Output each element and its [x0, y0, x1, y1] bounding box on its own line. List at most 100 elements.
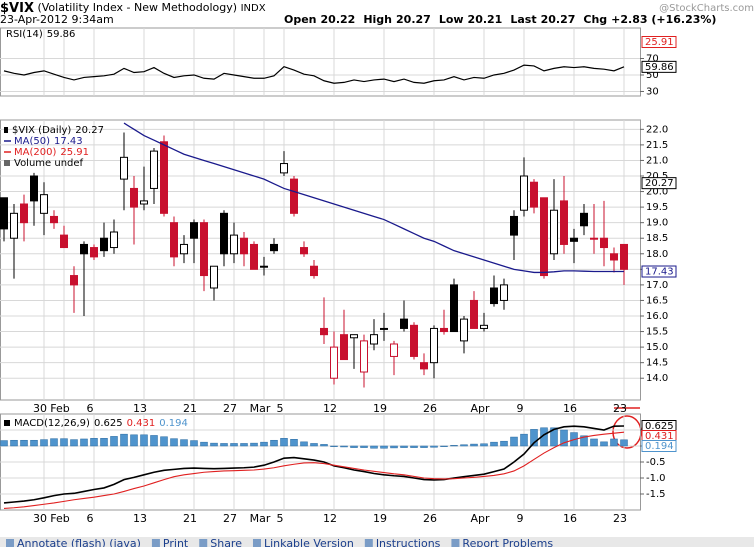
- candle-body: [530, 181, 538, 208]
- toolbar-icon: [151, 539, 160, 547]
- plot: [0, 122, 628, 388]
- histogram-bar: [30, 439, 38, 447]
- candle-body: [460, 318, 468, 342]
- legend-entry: RSI(14) 59.86: [6, 29, 75, 40]
- toolbar-bg: [0, 537, 754, 547]
- histogram-bar: [210, 442, 218, 447]
- y-tick-label: -0.5: [646, 457, 666, 468]
- histogram-bar: [390, 445, 398, 449]
- candle-body: [300, 247, 308, 255]
- histogram-bar: [0, 440, 8, 447]
- value-box-label: 25.91: [645, 37, 674, 48]
- candle-body: [190, 222, 198, 239]
- value-box: [641, 440, 677, 452]
- histogram-bar: [280, 438, 288, 447]
- candle-body: [570, 237, 578, 242]
- candle-body: [360, 340, 368, 373]
- candle-body: [220, 212, 228, 255]
- legend-text: 0.194: [159, 418, 188, 429]
- quote: Open 20.22 High 20.27 Low 20.21 Last 20.27 Chg +2…: [284, 13, 716, 26]
- histogram-bar: [170, 438, 178, 447]
- histogram-bar: [430, 445, 438, 448]
- toolbar-link[interactable]: Instructions: [376, 537, 441, 547]
- x-tick-label: 21: [183, 402, 197, 415]
- toolbar-link[interactable]: Linkable Version: [264, 537, 354, 547]
- histogram-bar: [470, 443, 478, 447]
- panel-frame: [0, 119, 641, 401]
- legend-text: MA(50): [14, 136, 50, 147]
- quote-value: 20.27: [541, 13, 576, 26]
- candle-body: [200, 222, 208, 277]
- series-line: [123, 122, 624, 274]
- histogram-bar: [50, 438, 58, 447]
- histogram-bar: [600, 441, 608, 447]
- candle-body: [40, 194, 48, 214]
- legend-text: RSI(14): [6, 29, 43, 40]
- x-tick-label: Mar: [250, 402, 271, 415]
- x-tick-label: 30: [33, 402, 47, 415]
- candle-body: [600, 237, 608, 249]
- candle-body: [370, 334, 378, 345]
- candle-body: [590, 237, 598, 240]
- x-tick-label: 23: [613, 402, 627, 415]
- histogram-bar: [480, 443, 488, 447]
- candle-body: [470, 299, 478, 329]
- legend-swatch: [4, 160, 10, 166]
- histogram-bar: [150, 435, 158, 447]
- candle-body: [390, 343, 398, 357]
- quote-label: Last: [510, 13, 536, 26]
- legend-text: 25.91: [60, 147, 89, 158]
- value-box: [641, 60, 677, 73]
- histogram-bar: [140, 434, 148, 447]
- histogram-bar: [420, 445, 428, 448]
- legend-entry: MA(200) 25.91: [14, 147, 89, 158]
- value-box-label: 0.625: [645, 421, 674, 432]
- histogram-bar: [330, 445, 338, 447]
- x-tick-label: 12: [323, 402, 337, 415]
- histogram-bar: [370, 445, 378, 449]
- x-tick-label: Mar: [250, 512, 271, 525]
- histogram-bar: [360, 445, 368, 448]
- candle-body: [0, 197, 8, 230]
- y-tick-label: 20.0: [646, 187, 668, 198]
- candle-body: [240, 237, 248, 255]
- x-tick-label: 26: [423, 512, 437, 525]
- histogram-bar: [300, 441, 308, 447]
- toolbar-link[interactable]: Report Problems: [462, 537, 553, 547]
- quote-value: 20.21: [468, 13, 503, 26]
- y-tick-label: 19.0: [646, 218, 668, 229]
- toolbar-link[interactable]: Share: [210, 537, 242, 547]
- value-box: [641, 36, 677, 48]
- value-box-label: 17.43: [645, 267, 674, 278]
- y-tick-label: 16.0: [646, 311, 668, 322]
- histogram-bar: [450, 445, 458, 447]
- candle-body: [330, 346, 338, 379]
- histogram-bar: [520, 433, 528, 447]
- toolbar-link[interactable]: Annotate (flash) (java): [17, 537, 141, 547]
- y-tick-label: 19.5: [646, 202, 668, 213]
- y-tick-label: -1.0: [646, 473, 666, 484]
- x-tick-label: 5: [277, 512, 284, 525]
- candle-body: [250, 243, 258, 270]
- histogram-bar: [70, 439, 78, 447]
- value-box-label: 0.431: [645, 431, 674, 442]
- plot: [3, 64, 625, 84]
- candle-body: [410, 324, 418, 357]
- symbol: $VIX: [0, 1, 34, 16]
- candle-body: [310, 265, 318, 277]
- candle-body: [450, 284, 458, 333]
- histogram-bar: [400, 445, 408, 448]
- y-tick-label: 16.5: [646, 295, 668, 306]
- toolbar-icon: [6, 539, 14, 547]
- histogram-bar: [60, 438, 68, 447]
- candle-body: [380, 327, 388, 330]
- legend-text: 0.431: [127, 418, 156, 429]
- legend-swatch: [4, 420, 10, 426]
- series-line: [3, 64, 625, 84]
- legend-text: 59.86: [47, 29, 76, 40]
- x-tick-label: 27: [223, 512, 237, 525]
- x-tick-label: 23: [613, 512, 627, 525]
- quote-value: 20.22: [321, 13, 356, 26]
- candle-body: [140, 200, 148, 205]
- toolbar-link[interactable]: Print: [163, 537, 189, 547]
